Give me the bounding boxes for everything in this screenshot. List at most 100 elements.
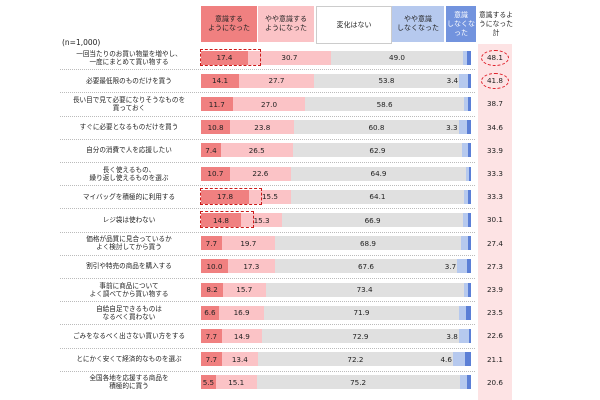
bar-segment: 71.9 [264,305,459,320]
bar-segment [467,259,471,274]
data-label: 53.8 [378,76,395,86]
bar-segment: 75.2 [256,375,460,390]
bar-segment [463,282,469,297]
data-label: 10.0 [206,261,223,271]
row-separator [60,92,475,94]
total-value: 34.6 [486,122,503,132]
row-separator [60,185,475,187]
data-label: 7.7 [205,331,218,341]
bar-segment: 10.0 [201,259,228,274]
data-label: 14.1 [212,76,229,86]
row-label: 自給自足できるものは なるべく買わない [96,304,162,321]
data-label: 15.7 [236,285,253,295]
row-separator [60,347,475,349]
bar-segment: 15.5 [249,189,291,204]
row-label: 長く使えるもの、 繰り返し使えるものを選ぶ [89,165,169,182]
bar-segment: 14.8 [201,213,241,227]
row-separator [60,69,475,71]
row-label: マイバッグを積極的に利用する [82,192,176,201]
bar-segment [461,236,468,251]
total-value: 33.3 [486,192,503,202]
bar-segment: 26.5 [220,143,293,158]
bar-segment: 4.6 [440,352,466,367]
highlight-box [200,211,254,228]
row-label: 長い目で見て必要になりそうなものを 買っておく [72,95,186,112]
data-label: 7.7 [205,354,218,364]
data-label: 14.9 [233,331,250,341]
data-label: 22.6 [252,169,269,179]
bar-segment: 30.7 [247,50,331,65]
bar-segment [458,305,467,320]
total-value: 27.3 [486,261,503,271]
total-value: 30.1 [486,215,503,225]
data-label: 23.8 [254,122,271,132]
total-value: 23.5 [486,308,503,318]
bar-segment [462,143,469,158]
bar-segment: 7.4 [201,143,221,158]
total-value: 20.6 [486,377,503,387]
bar-segment: 49.0 [330,50,464,65]
bar-segment [463,189,469,204]
data-label: 3.3 [446,122,458,132]
data-label: 30.7 [281,53,298,63]
data-label: 68.9 [359,238,376,248]
data-label: 13.4 [231,354,248,364]
bar-segment: 68.9 [274,236,461,251]
bar-segment: 7.7 [201,236,222,251]
bar-segment: 58.6 [305,97,464,111]
bar-segment [468,166,471,181]
row-label: レジ袋は使わない [102,215,156,224]
data-label: 6.6 [204,308,216,318]
bar-segment: 72.2 [257,352,453,367]
bar-segment: 15.7 [223,282,266,297]
total-value: 33.3 [486,169,503,179]
total-value: 38.7 [486,99,503,109]
data-label: 10.8 [207,122,224,132]
data-label: 17.3 [243,261,260,271]
data-label: 11.7 [208,99,225,109]
row-label: 事前に商品について よく調べてから買い物する [89,281,169,298]
row-separator [60,138,475,140]
row-label: すぐに必要となるものだけを買う [79,123,179,132]
bar-segment: 10.7 [201,166,230,181]
bar-segment: 10.8 [201,120,231,135]
data-label: 8.2 [206,285,218,295]
data-label: 27.0 [261,99,278,109]
sample-size-note: (n=1,000) [62,38,101,47]
bar-segment: 22.6 [229,166,291,181]
row-label: 必要最低限のものだけを買う [86,76,172,85]
data-label: 67.6 [357,261,374,271]
bar-segment [468,282,471,297]
data-label: 19.7 [240,238,257,248]
data-label: 17.4 [216,53,233,63]
highlight-box [200,48,261,66]
data-label: 15.5 [261,192,278,202]
row-label: 価格が品質に見合っているか よく検討してから買う [86,235,172,252]
row-label: 割引や特売の商品を購入する [86,262,172,271]
bar-segment: 19.7 [221,236,275,251]
bar-segment: 11.7 [201,97,233,111]
bar-segment: 8.2 [201,282,224,297]
data-label: 64.1 [369,192,386,202]
row-separator [60,208,475,210]
bar-segment [462,213,469,227]
bar-segment [466,166,469,181]
row-separator [60,254,475,256]
bar-segment: 66.9 [282,213,463,227]
data-label: 64.9 [370,169,387,179]
bar-segment: 14.9 [221,329,262,343]
row-label: とにかく安くて経済的なものを選ぶ [76,355,182,364]
bar-segment [468,143,471,158]
bar-segment [469,329,471,343]
row-separator [60,231,475,233]
bar-segment [468,97,471,111]
bar-segment: 60.8 [294,120,459,135]
row-label: 一回当たりのお買い物量を増やし、 一度にまとめて買い物する [76,49,182,66]
data-label: 15.1 [228,377,245,387]
data-label: 72.9 [352,331,369,341]
row-separator [60,370,475,372]
data-label: 16.9 [233,308,250,318]
row-separator [60,278,475,279]
data-label: 58.6 [376,99,393,109]
data-label: 60.8 [368,122,385,132]
